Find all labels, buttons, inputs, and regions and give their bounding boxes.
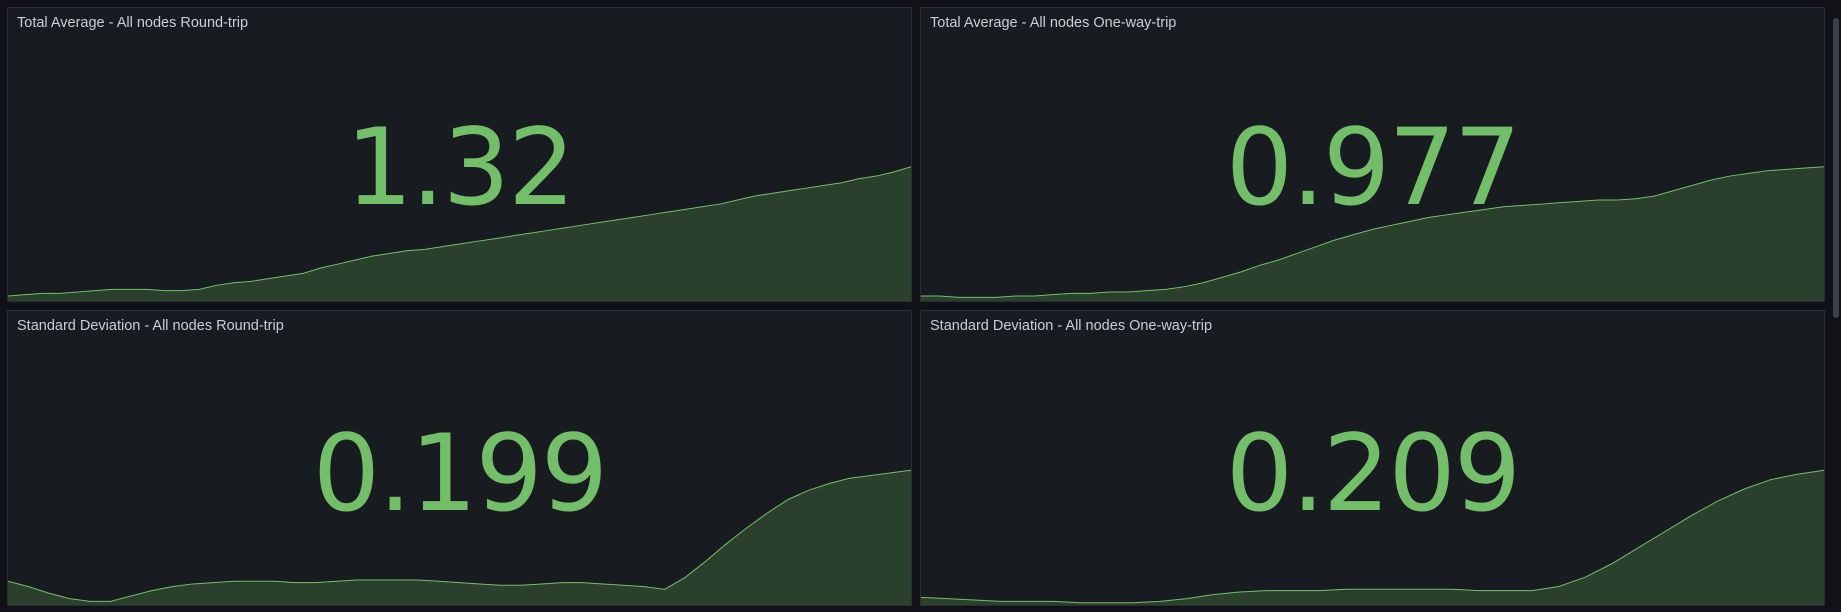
- sparkline-fill: [921, 470, 1824, 605]
- sparkline-fill: [8, 470, 911, 605]
- stat-value: 0.977: [1225, 106, 1521, 229]
- sparkline-fill: [8, 166, 911, 301]
- stat-value: 0.209: [1225, 412, 1521, 535]
- sparkline-line: [921, 166, 1824, 298]
- panel-title[interactable]: Standard Deviation - All nodes One-way-t…: [930, 318, 1213, 334]
- sparkline-line: [8, 166, 911, 297]
- panel-standard-deviation-one-way-trip[interactable]: Standard Deviation - All nodes One-way-t…: [920, 310, 1825, 606]
- panel-total-average-one-way-trip[interactable]: Total Average - All nodes One-way-trip 0…: [920, 7, 1825, 302]
- panel-title[interactable]: Standard Deviation - All nodes Round-tri…: [17, 318, 284, 334]
- panel-total-average-round-trip[interactable]: Total Average - All nodes Round-trip 1.3…: [7, 7, 912, 302]
- sparkline-area: [921, 166, 1824, 301]
- sparkline-area: [8, 469, 911, 605]
- page-scrollbar[interactable]: [1831, 0, 1840, 612]
- sparkline-line: [8, 469, 911, 602]
- panel-title[interactable]: Total Average - All nodes Round-trip: [17, 15, 249, 31]
- stat-value: 0.199: [312, 412, 608, 535]
- sparkline-line: [921, 469, 1824, 604]
- panel-title[interactable]: Total Average - All nodes One-way-trip: [930, 15, 1177, 31]
- stat-value: 1.32: [345, 106, 575, 229]
- scrollbar-thumb[interactable]: [1833, 18, 1839, 318]
- panel-standard-deviation-round-trip[interactable]: Standard Deviation - All nodes Round-tri…: [7, 310, 912, 606]
- sparkline-area: [8, 166, 911, 301]
- sparkline-area: [921, 469, 1824, 605]
